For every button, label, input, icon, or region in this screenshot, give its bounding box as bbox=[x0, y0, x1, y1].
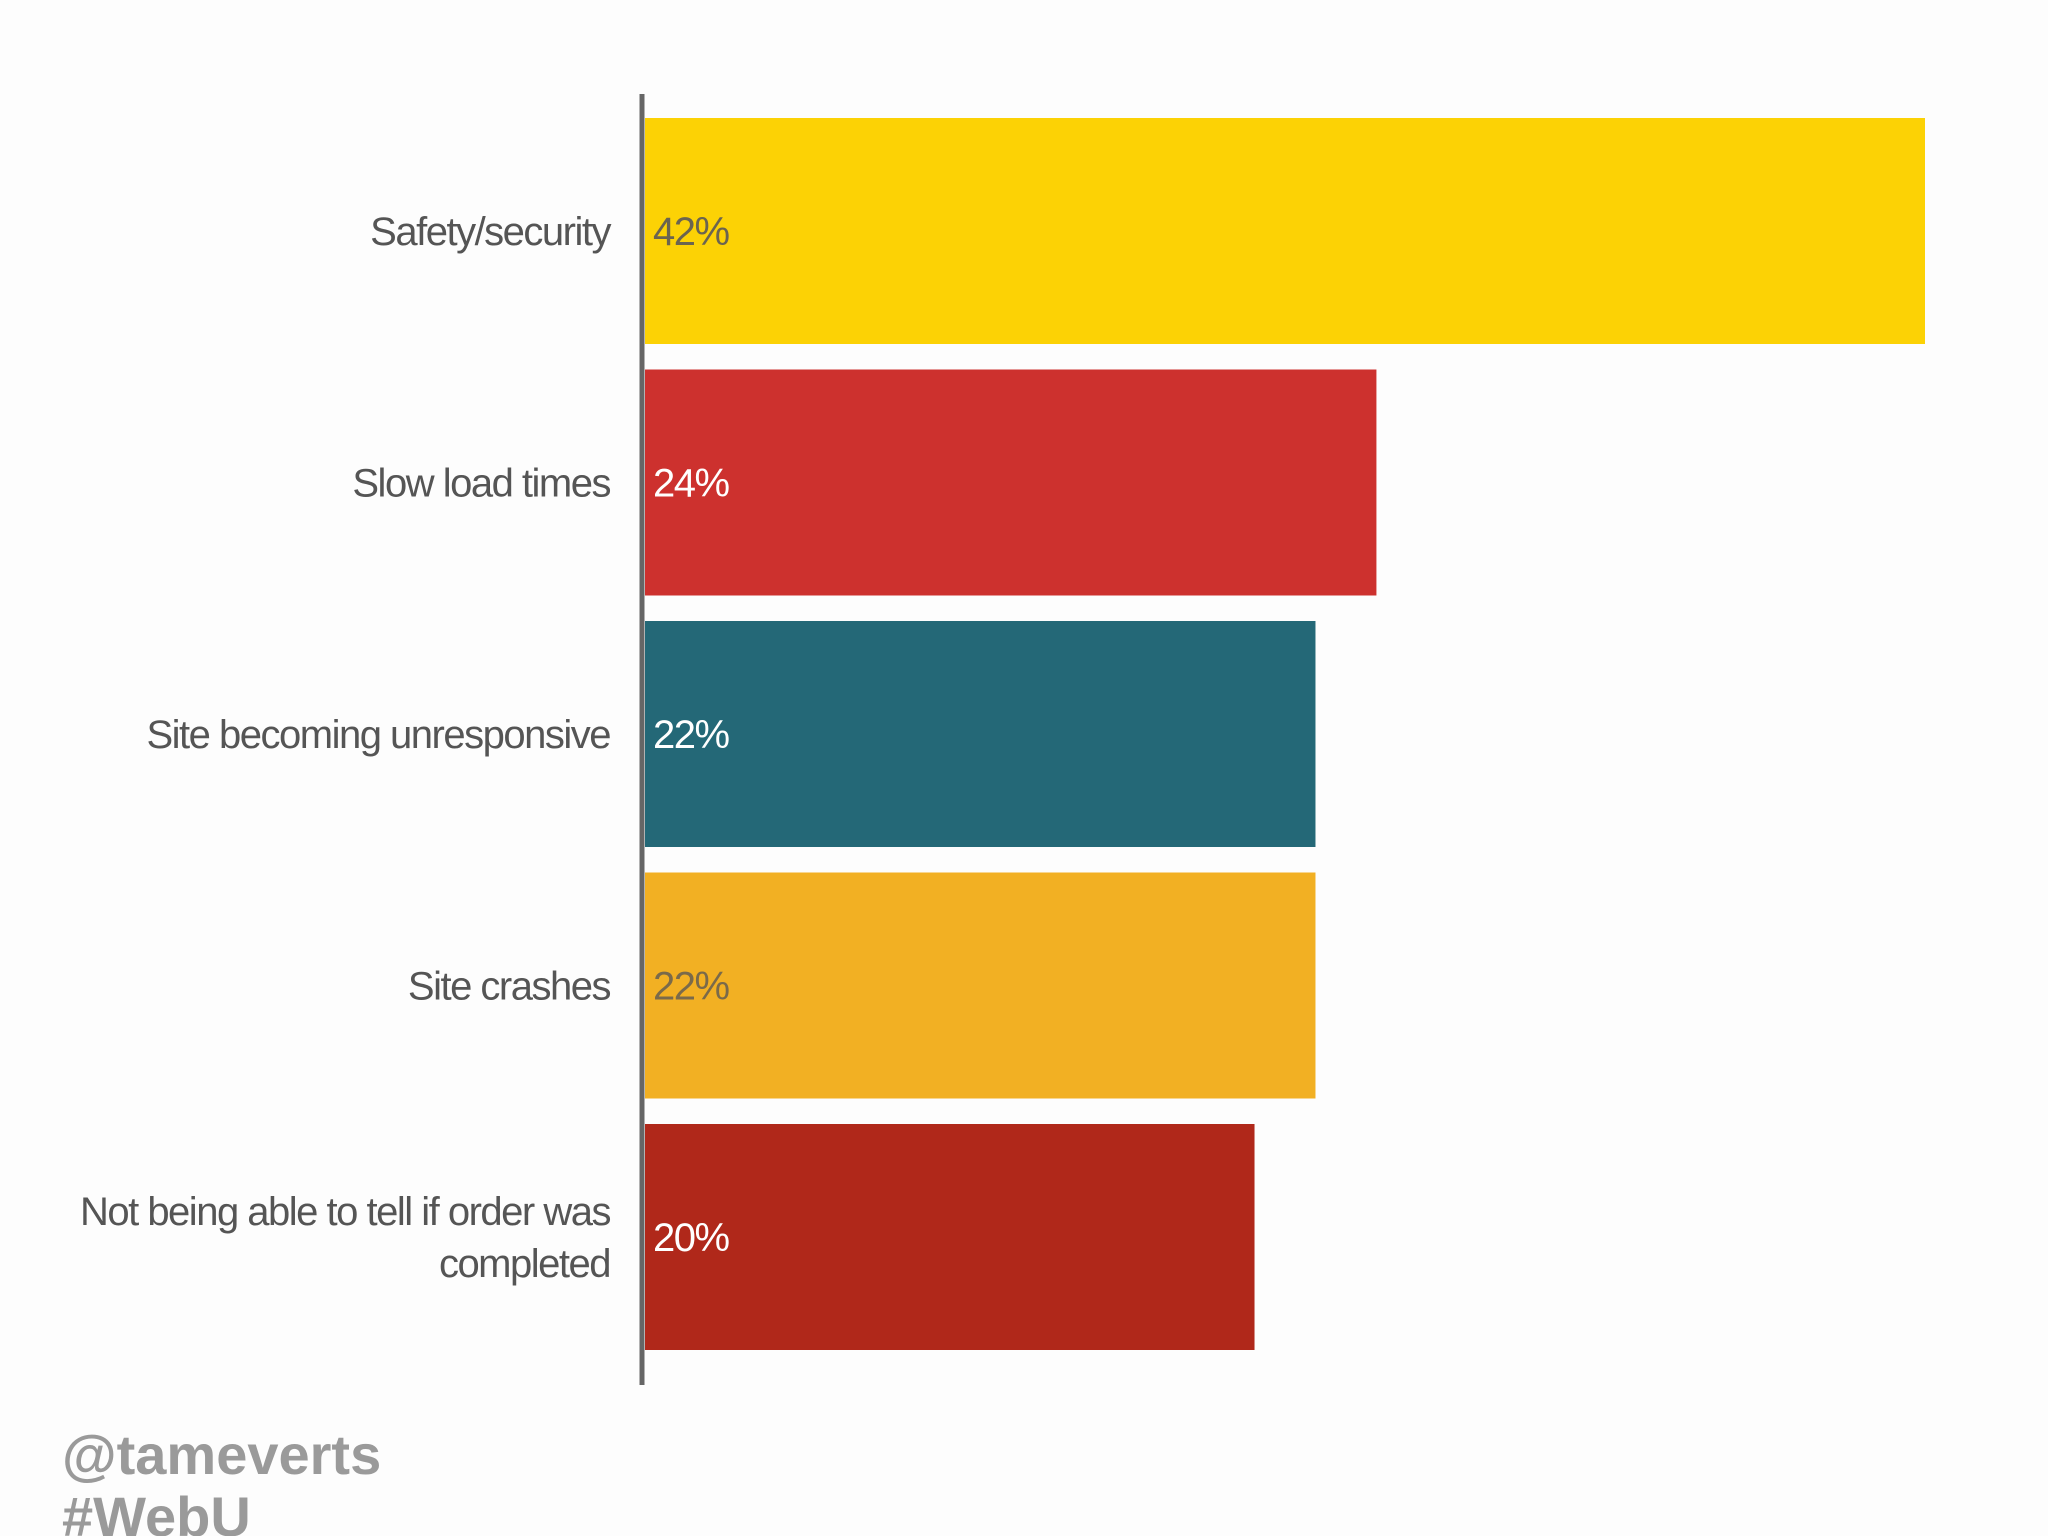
watermark: @tameverts #WebU bbox=[62, 1424, 381, 1536]
bar-site-crashes bbox=[645, 872, 1316, 1099]
category-label-slow-load-times: Slow load times bbox=[352, 462, 610, 506]
category-label-not-being-able-to-tell-if-order-was-completed: Not being able to tell if order was compl… bbox=[80, 1190, 611, 1286]
bar-site-becoming-unresponsive bbox=[645, 621, 1316, 847]
twitter-handle: @tameverts bbox=[62, 1423, 382, 1486]
category-label-site-crashes: Site crashes bbox=[408, 965, 611, 1009]
bars-group bbox=[645, 118, 1925, 1350]
bar-slow-load-times bbox=[645, 369, 1377, 596]
bar-not-being-able-to-tell-if-order-was-completed bbox=[645, 1124, 1255, 1350]
value-label-not-being-able-to-tell-if-order-was-completed: 20% bbox=[653, 1216, 729, 1260]
bar-safety-security bbox=[645, 118, 1925, 344]
value-labels-group: 42% 24% 22% 22% 20% bbox=[653, 210, 731, 1260]
value-label-site-crashes: 22% bbox=[653, 965, 729, 1009]
value-label-slow-load-times: 24% bbox=[653, 462, 729, 506]
value-label-site-becoming-unresponsive: 22% bbox=[653, 713, 729, 757]
hashtag: #WebU bbox=[62, 1485, 251, 1536]
category-labels-group: Safety/security Slow load times Site becom… bbox=[80, 210, 613, 1286]
category-label-site-becoming-unresponsive: Site becoming unresponsive bbox=[146, 713, 610, 757]
category-label-safety-security: Safety/security bbox=[370, 210, 611, 254]
value-label-safety-security: 42% bbox=[653, 210, 729, 254]
